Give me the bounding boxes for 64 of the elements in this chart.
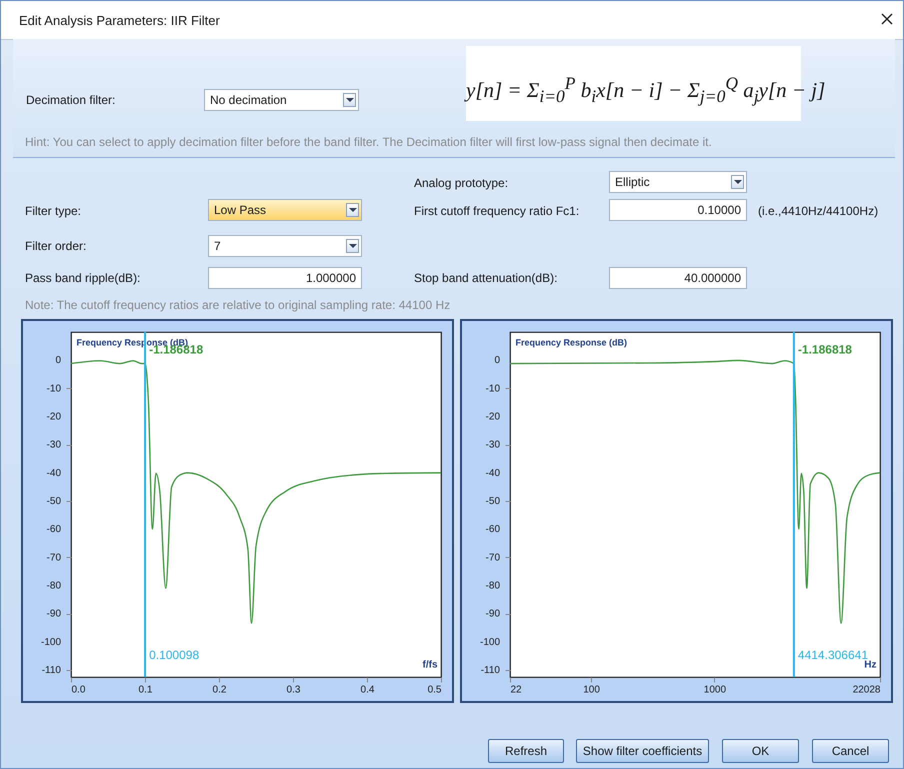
y-tick-label: -30 [46,440,62,451]
x-tick-label: 0.5 [428,684,442,696]
y-tick-label: -80 [486,580,500,592]
y-tick-label: -30 [486,440,500,451]
text: Hint: You can select to apply decimation filter before the band filter. The Decimation filter will first low-pass signal then decimate it. [25,135,712,149]
y-tick-label: -70 [486,552,500,564]
text: 40.000000 [609,267,747,289]
x-tick-label: 0.0 [72,684,86,696]
text: No decimation [210,93,287,107]
y-tick-label: -60 [486,524,500,536]
text: First cutoff frequency ratio Fc1: [414,204,580,218]
y-tick-label: -20 [46,411,62,422]
x-tick-label: 0.2 [212,684,227,696]
ref-line-label: 4414.306641 [798,648,868,662]
x-tick-label: 0.4 [360,684,375,696]
text: Refresh [488,739,564,763]
x-tick-label: 0.3 [286,684,301,696]
text: (i.e.,4410Hz/44100Hz) [758,204,878,218]
y-axis-title: Frequency Response (dB) [516,338,628,348]
y-tick-label: -20 [486,411,500,422]
x-axis-title: f/fs [422,660,438,670]
x-tick-label: 22028 [852,684,881,696]
y-tick-label: -50 [486,496,500,507]
y-tick-label: 0 [55,355,62,366]
y-tick-label: -110 [42,664,62,676]
text: Analog prototype: [414,176,508,190]
text: 0.10000 [609,199,747,221]
text: Low Pass [214,203,266,217]
x-tick-label: 0.1 [138,684,153,696]
x-tick-label: 100 [583,684,600,696]
y-tick-label: -100 [40,636,62,648]
y-tick-label: -70 [46,552,62,564]
x-axis-title: Hz [864,660,876,670]
text: Pass band ripple(dB): [25,271,140,285]
y-tick-label: -10 [46,383,62,394]
text: Filter type: [25,204,82,218]
y-tick-label: -80 [46,580,62,592]
y-tick-label: -10 [486,383,500,394]
x-tick-label: 22 [510,684,522,696]
text: Stop band attenuation(dB): [414,271,558,285]
line-series [70,360,442,624]
text: Filter order: [25,239,86,253]
text: Elliptic [615,175,650,189]
text: Edit Analysis Parameters: IIR Filter [19,13,220,28]
text: 7 [214,239,221,253]
y-tick-label: -110 [480,664,500,676]
text: Show filter coefficients [576,739,709,763]
text: OK [722,739,799,763]
text: Decimation filter: [26,93,116,107]
ref-line-label: 0.100098 [149,648,200,662]
text: y[n] = Σ$_{i=0}$$^{P}$ b$_{i}$x[n − i] − Σ$_{j=0}$$^{Q}$ a$_{j}$y[n − j] [466,73,826,106]
y-tick-label: 0 [494,355,500,366]
text: Cancel [812,739,889,763]
text: Note: The cutoff frequency ratios are relative to original sampling rate: 44100 Hz [25,298,450,312]
y-tick-label: -100 [480,636,500,648]
text: 1.000000 [208,267,362,289]
y-tick-label: -40 [486,468,500,479]
x-tick-label: 1000 [704,684,726,696]
y-tick-label: -40 [46,468,62,479]
y-tick-label: -90 [46,608,62,620]
y-tick-label: -90 [486,608,500,620]
annotation: -1.186818 [798,342,852,357]
y-tick-label: -50 [46,496,62,507]
y-tick-label: -60 [46,524,62,536]
